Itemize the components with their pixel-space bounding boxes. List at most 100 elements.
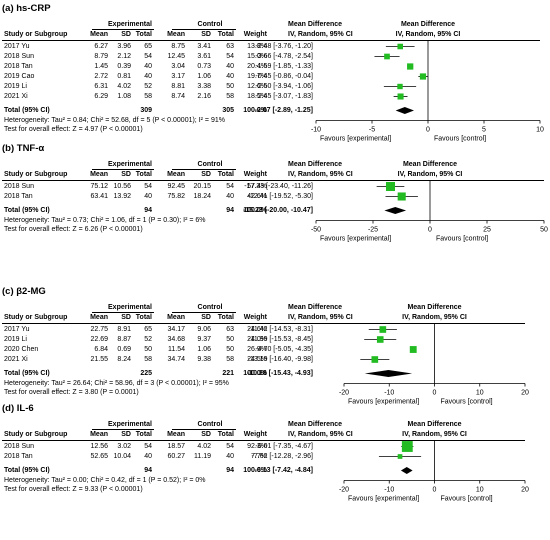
col-e-mean: Mean [90, 171, 108, 178]
md-ci-text: -11.99 [-15.53, -8.45] [248, 336, 313, 343]
col-e-sd: SD [121, 31, 131, 38]
e-mean: 52.65 [90, 453, 108, 460]
total-diamond [364, 370, 413, 377]
experimental-underline [92, 429, 154, 430]
e-mean: 22.75 [90, 326, 108, 333]
total-weight: 100.0% [243, 107, 267, 114]
x-tick-label: 0 [426, 127, 430, 134]
col-method: IV, Random, 95% CI [288, 171, 353, 178]
e-mean: 6.29 [94, 93, 108, 100]
study-name: 2017 Yu [4, 43, 30, 50]
c-mean: 11.54 [168, 346, 185, 353]
weight: 18.5% [247, 93, 267, 100]
e-sd: 8.24 [117, 356, 131, 363]
total-diamond [395, 107, 414, 114]
e-sd: 2.12 [117, 53, 131, 60]
favours-right-label: Favours [control] [441, 399, 493, 406]
col-e-total: Total [135, 31, 152, 38]
study-marker [397, 192, 406, 201]
overall-effect-text: Test for overall effect: Z = 4.97 (P < 0… [4, 126, 143, 133]
header-rule [2, 180, 544, 181]
md-header: Mean Difference [288, 21, 343, 28]
e-total: 54 [144, 183, 152, 190]
x-tick-label: -10 [311, 127, 321, 134]
e-mean: 75.12 [90, 183, 108, 190]
e-total: 50 [144, 346, 152, 353]
study-name: 2018 Sun [4, 443, 34, 450]
col-c-mean: Mean [167, 314, 185, 321]
c-sd: 18.24 [193, 193, 211, 200]
study-name: 2018 Sun [4, 183, 34, 190]
col-e-total: Total [135, 171, 152, 178]
c-total: 50 [226, 346, 234, 353]
e-sd: 8.87 [117, 336, 131, 343]
study-marker [397, 43, 403, 50]
study-name: 2021 Xi [4, 356, 28, 363]
total-ci-text: -10.18 [-15.43, -4.93] [246, 370, 313, 377]
study-marker [409, 346, 417, 353]
c-total: 50 [226, 83, 234, 90]
panel-title: (d) IL-6 [2, 403, 34, 414]
md-plot-header: Mean Difference [407, 304, 462, 311]
total-diamond [384, 207, 407, 214]
c-mean: 60.27 [167, 453, 185, 460]
study-marker [384, 53, 390, 60]
e-sd: 4.02 [117, 83, 131, 90]
md-ci-text: -0.45 [-0.86, -0.04] [255, 73, 313, 80]
total-label: Total (95% CI) [4, 207, 50, 214]
md-header: Mean Difference [288, 161, 343, 168]
col-c-total: Total [217, 314, 234, 321]
study-marker [419, 73, 427, 80]
c-total: 58 [226, 356, 234, 363]
control-underline [172, 29, 236, 30]
col-c-sd: SD [201, 314, 211, 321]
col-e-total: Total [135, 314, 152, 321]
total-c-n: 305 [222, 107, 234, 114]
e-sd: 3.02 [117, 443, 131, 450]
weight: 24.5% [247, 356, 267, 363]
e-total: 58 [144, 93, 152, 100]
total-weight: 100.0% [243, 207, 267, 214]
total-e-n: 94 [144, 207, 152, 214]
col-e-sd: SD [121, 314, 131, 321]
e-mean: 21.55 [90, 356, 108, 363]
study-name: 2018 Tan [4, 63, 33, 70]
e-total: 40 [144, 73, 152, 80]
col-e-sd: SD [121, 171, 131, 178]
x-tick-label: 0 [433, 390, 437, 397]
md-ci-text: -7.62 [-12.28, -2.96] [251, 453, 313, 460]
col-weight: Weight [243, 31, 267, 38]
md-ci-text: -1.59 [-1.85, -1.33] [255, 63, 313, 70]
c-total: 50 [226, 336, 234, 343]
c-mean: 3.17 [171, 73, 185, 80]
col-c-total: Total [217, 171, 234, 178]
c-sd: 0.73 [197, 63, 211, 70]
panel-title: (a) hs-CRP [2, 3, 51, 14]
c-total: 54 [226, 183, 234, 190]
x-tick-label: -20 [339, 487, 349, 494]
total-ci-text: -6.13 [-7.42, -4.84] [254, 467, 313, 474]
weight: 15.0% [247, 53, 267, 60]
x-tick-label: 50 [540, 227, 548, 234]
e-mean: 63.41 [90, 193, 108, 200]
study-marker [397, 93, 404, 100]
favours-right-label: Favours [control] [436, 236, 488, 243]
c-sd: 9.06 [197, 326, 211, 333]
study-marker [376, 336, 384, 343]
c-mean: 34.17 [167, 326, 185, 333]
c-total: 63 [226, 326, 234, 333]
md-ci-text: -11.42 [-14.53, -8.31] [248, 326, 313, 333]
total-e-n: 225 [140, 370, 152, 377]
total-ci-text: -15.23 [-20.00, -10.47] [242, 207, 313, 214]
e-total: 40 [144, 193, 152, 200]
panel-title: (c) β2-MG [2, 286, 46, 297]
weight: 24.0% [247, 336, 267, 343]
col-e-mean: Mean [90, 31, 108, 38]
heterogeneity-text: Heterogeneity: Tau² = 0.00; Chi² = 0.42,… [4, 477, 206, 484]
e-total: 54 [144, 443, 152, 450]
favours-left-label: Favours [experimental] [320, 236, 391, 243]
e-sd: 13.92 [113, 193, 131, 200]
e-mean: 22.69 [90, 336, 108, 343]
e-total: 52 [144, 83, 152, 90]
control-underline [172, 169, 236, 170]
